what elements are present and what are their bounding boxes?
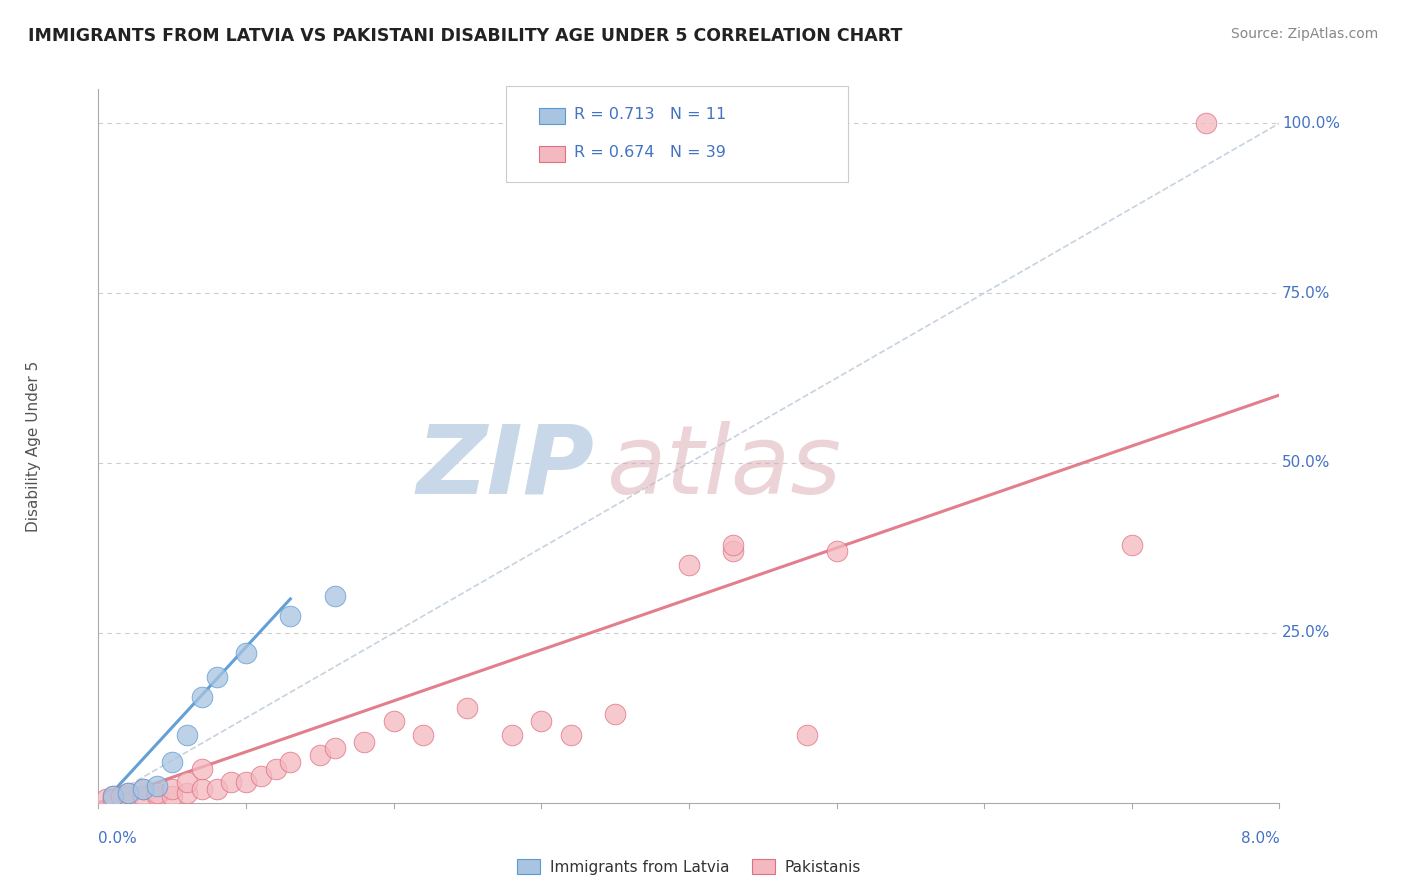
Point [323,589,346,603]
Point [117,786,139,800]
Point [825,544,848,558]
Point [132,789,155,803]
Point [278,755,301,769]
Point [323,741,346,756]
Point [678,558,700,572]
Text: 25.0%: 25.0% [1282,625,1330,640]
Point [605,707,627,722]
Point [796,728,818,742]
Point [530,714,553,729]
Point [146,786,169,800]
Point [191,782,214,797]
Point [162,789,183,803]
Text: R = 0.713   N = 11: R = 0.713 N = 11 [575,107,727,122]
Point [132,782,155,797]
Point [250,769,273,783]
Point [235,646,257,660]
Point [103,792,124,806]
Point [176,775,198,789]
Point [412,728,434,742]
Text: 8.0%: 8.0% [1240,831,1279,847]
Point [560,728,582,742]
FancyBboxPatch shape [506,86,848,182]
FancyBboxPatch shape [538,108,565,124]
Point [278,608,301,623]
Point [103,789,124,803]
Point [1121,537,1143,551]
Point [176,786,198,800]
Text: 50.0%: 50.0% [1282,456,1330,470]
Point [456,700,478,714]
Point [103,789,124,803]
Point [501,728,523,742]
Text: ZIP: ZIP [416,421,595,514]
Point [146,779,169,793]
Point [191,690,214,705]
Point [205,782,228,797]
Point [117,789,139,803]
Point [721,544,744,558]
Point [353,734,375,748]
Text: R = 0.674   N = 39: R = 0.674 N = 39 [575,145,727,161]
Point [219,775,242,789]
Point [132,782,155,797]
Text: 75.0%: 75.0% [1282,285,1330,301]
Point [146,789,169,803]
Point [162,755,183,769]
Point [191,762,214,776]
Legend: Immigrants from Latvia, Pakistanis: Immigrants from Latvia, Pakistanis [512,853,866,880]
Text: Source: ZipAtlas.com: Source: ZipAtlas.com [1230,27,1378,41]
Point [205,670,228,684]
Point [721,537,744,551]
Point [176,728,198,742]
Text: 100.0%: 100.0% [1282,116,1340,131]
Text: Disability Age Under 5: Disability Age Under 5 [25,360,41,532]
Point [235,775,257,789]
Text: 0.0%: 0.0% [98,831,138,847]
Point [264,762,287,776]
Point [162,782,183,797]
Point [1194,116,1216,130]
Text: IMMIGRANTS FROM LATVIA VS PAKISTANI DISABILITY AGE UNDER 5 CORRELATION CHART: IMMIGRANTS FROM LATVIA VS PAKISTANI DISA… [28,27,903,45]
FancyBboxPatch shape [538,146,565,162]
Text: atlas: atlas [606,421,841,514]
Point [94,792,117,806]
Point [308,748,332,763]
Point [117,786,139,800]
Point [110,789,132,803]
Point [382,714,405,729]
